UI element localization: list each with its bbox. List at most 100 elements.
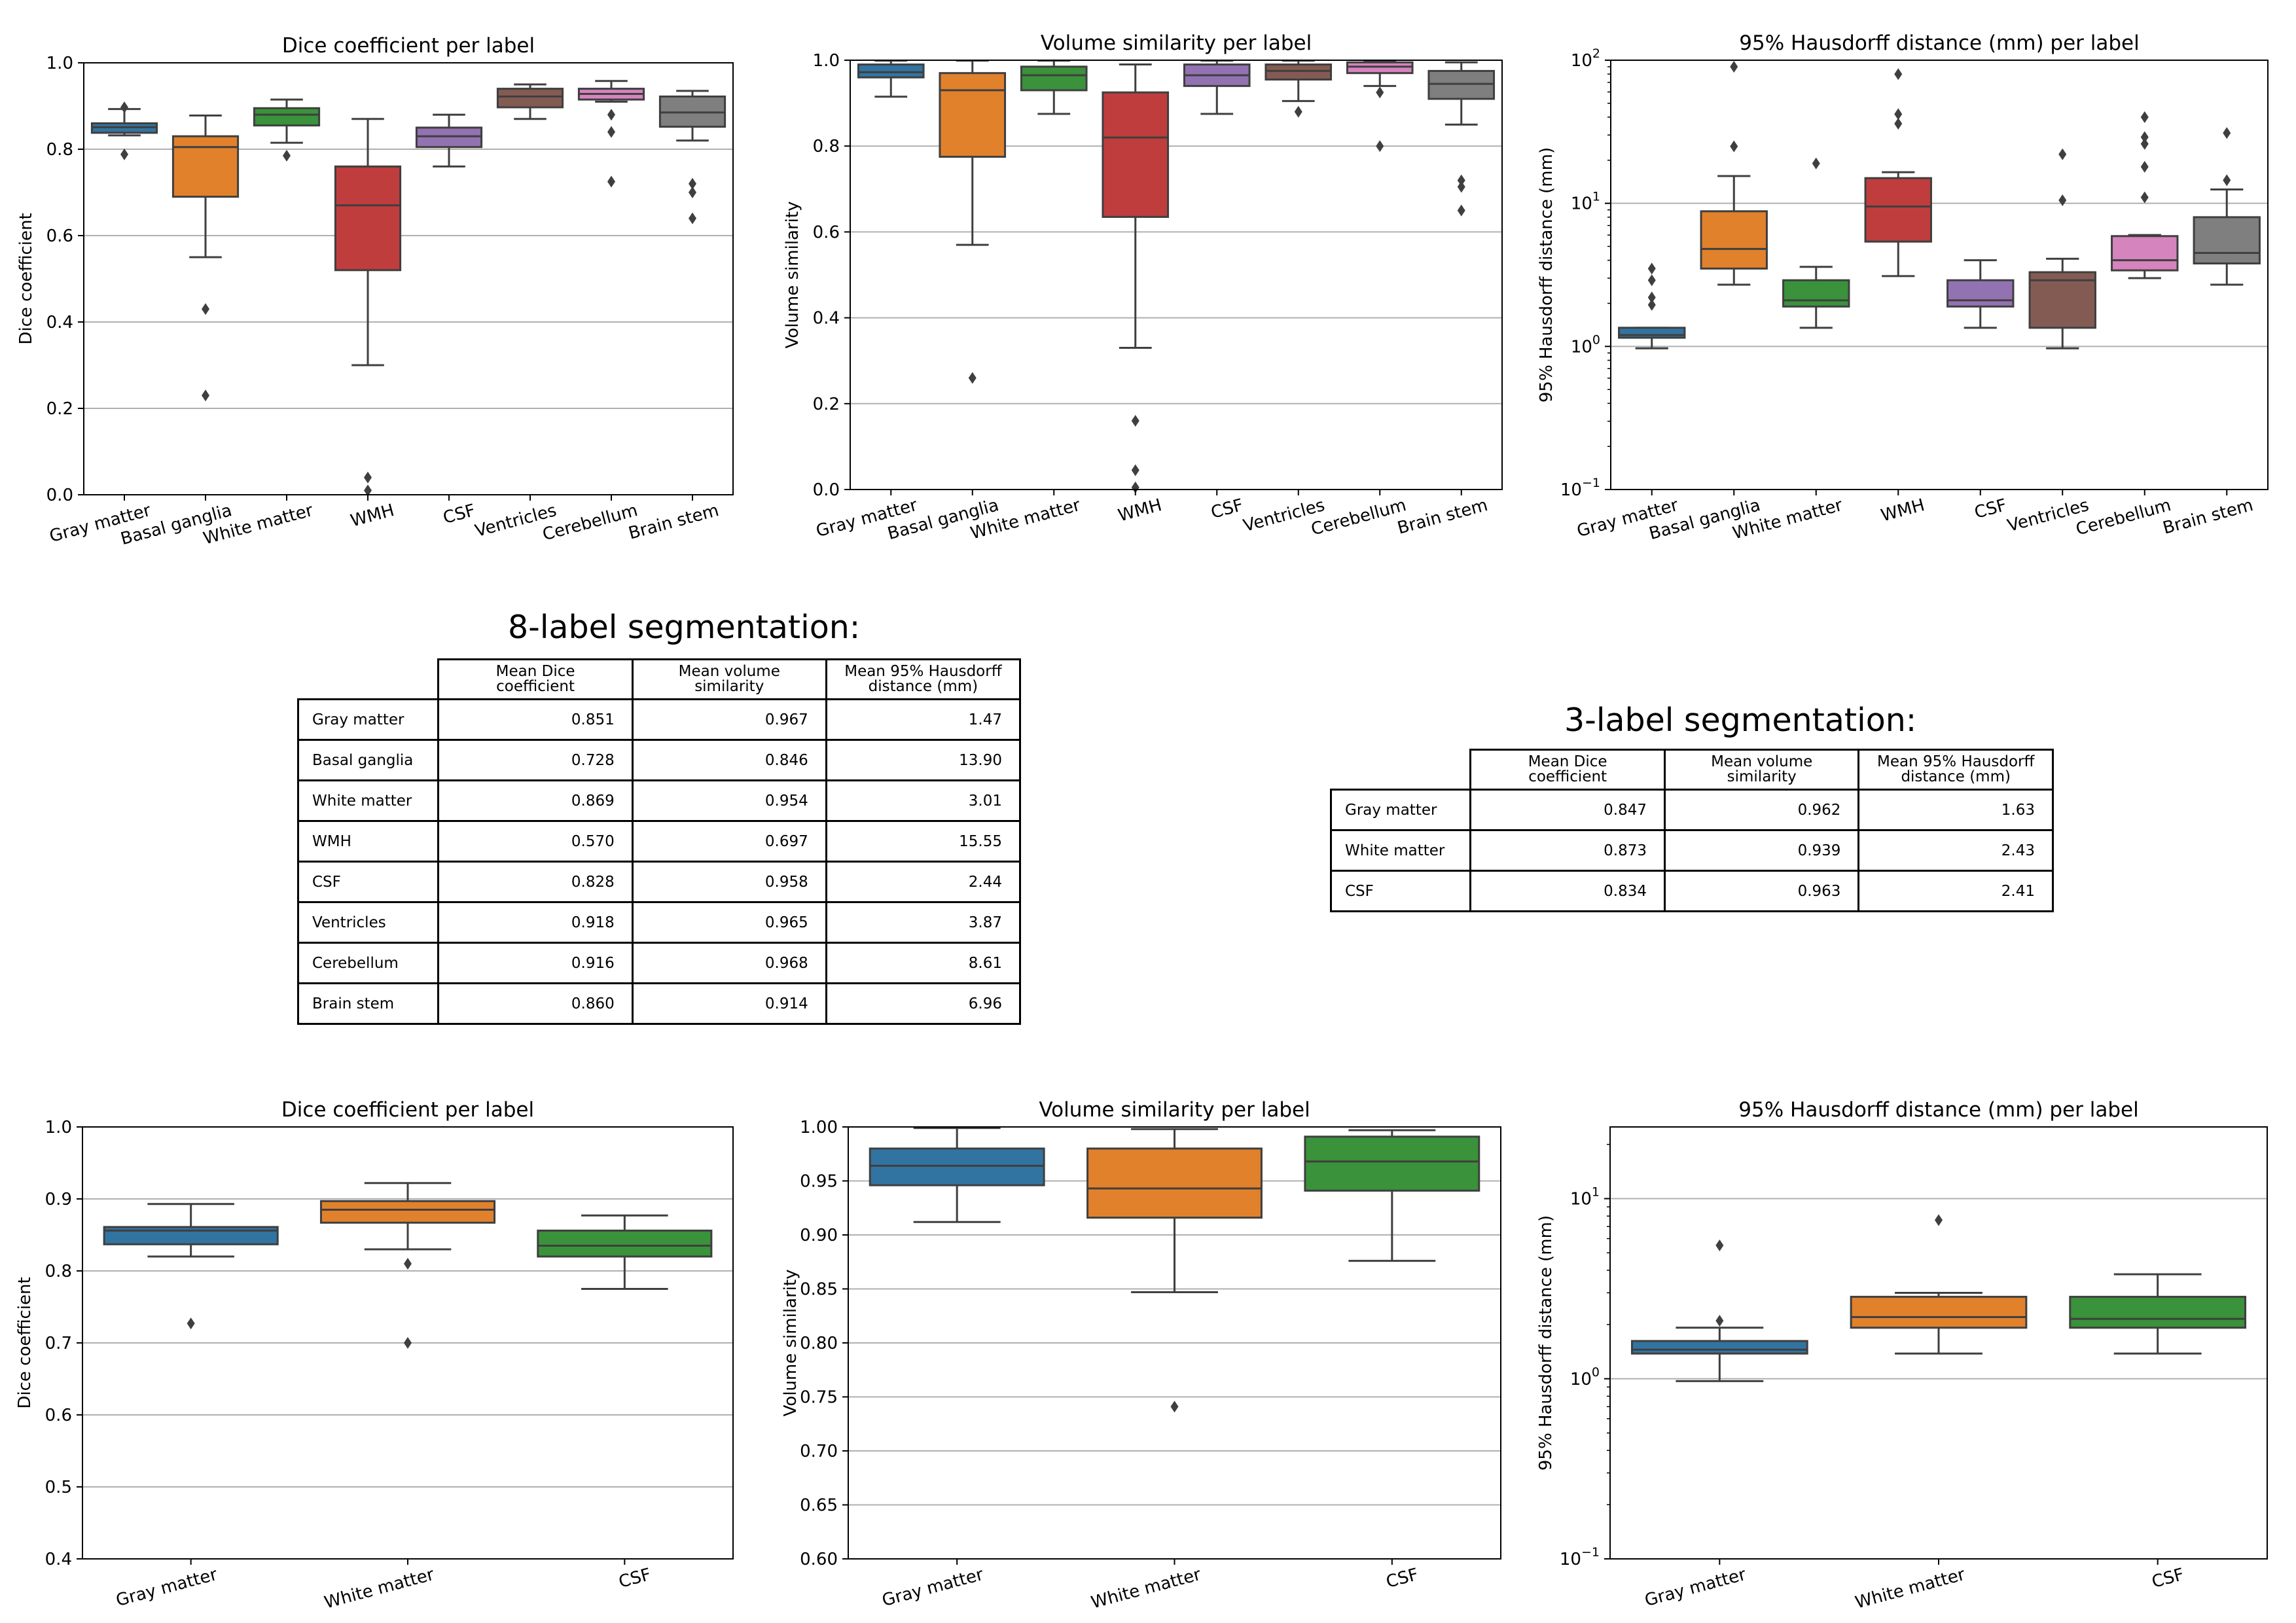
y-axis-label: Dice coefficient — [16, 213, 36, 344]
table-row: White matter 0.873 0.939 2.43 — [1329, 829, 2054, 872]
dice-cell: 0.873 — [1469, 829, 1666, 872]
iqr-box — [537, 1229, 713, 1258]
x-tick-label: CSF — [2150, 1565, 2187, 1592]
outlier-point — [689, 177, 696, 190]
y-axis-label: Volume similarity — [783, 202, 802, 349]
iqr-box — [857, 63, 925, 79]
y-tick-label: 10−1 — [1560, 1545, 1600, 1569]
box-cerebellum — [2111, 111, 2179, 279]
outlier-point — [1170, 1400, 1179, 1413]
outlier-point — [2223, 127, 2231, 139]
three-label-table-title: 3-label segmentation: — [1564, 702, 1917, 739]
outlier-point — [689, 212, 696, 224]
x-tick-label: Gray matter — [1643, 1565, 1748, 1611]
iqr-box — [1782, 279, 1850, 308]
outlier-point — [1894, 68, 1903, 80]
outlier-point — [202, 303, 209, 315]
row-label: White matter — [296, 779, 440, 822]
dice-per-label-3-chart: 0.4 0.5 0.6 0.7 0.8 0.9 1.0 Gray matter White ma… — [15, 1098, 734, 1613]
iqr-box — [869, 1147, 1045, 1186]
iqr-box — [496, 88, 564, 109]
axes-frame — [82, 1126, 734, 1560]
table-header-row: Mean Dice coefficient Mean volume similari… — [1331, 749, 2054, 791]
volume-similarity-cell: 0.846 — [631, 739, 827, 781]
x-tick-label: CSF — [617, 1565, 653, 1592]
volume-similarity-cell: 0.968 — [631, 942, 827, 984]
header-mean-volume-similarity: Mean volume similarity — [631, 658, 827, 700]
y-grid — [82, 1198, 733, 1488]
y-tick-label: 1.00 — [800, 1118, 838, 1137]
x-tick-label: Brain stem — [1395, 495, 1490, 539]
iqr-box — [2069, 1296, 2247, 1329]
axes-frame — [83, 62, 734, 495]
box-white-matter — [1020, 60, 1088, 115]
hausdorff-cell: 15.55 — [825, 820, 1022, 863]
table-row: Gray matter 0.847 0.962 1.63 — [1329, 789, 2054, 831]
outlier-point — [187, 1317, 195, 1330]
hausdorff-cell: 3.87 — [825, 901, 1022, 944]
chart-title: Dice coefficient per label — [281, 1098, 534, 1122]
outlier-point — [1935, 1214, 1943, 1226]
x-tick-label: WMH — [1116, 495, 1164, 526]
box-white-matter — [1850, 1214, 2028, 1355]
iqr-box — [1618, 327, 1686, 339]
outlier-point — [1647, 274, 1656, 287]
iqr-box — [2193, 216, 2261, 265]
y-tick-label: 0.70 — [800, 1442, 838, 1461]
chart-title: Volume similarity per label — [1041, 31, 1312, 55]
x-tick-label: WMH — [348, 501, 396, 531]
dice-cell: 0.847 — [1469, 789, 1666, 831]
three-label-metrics-table: Mean Dice coefficient Mean volume similari… — [1329, 749, 2054, 912]
y-tick-label: 1.0 — [813, 51, 840, 71]
iqr-box — [1265, 63, 1333, 81]
x-tick-label: Gray matter — [880, 1565, 986, 1611]
header-mean-dice: Mean Dice coefficient — [1469, 749, 1666, 791]
x-tick-label: White matter — [1853, 1565, 1967, 1613]
box-csf — [1946, 259, 2015, 329]
hausdorff-cell: 1.63 — [1857, 789, 2054, 831]
y-tick-label: 0.8 — [45, 1262, 72, 1281]
y-tick-label: 0.0 — [46, 486, 73, 505]
outlier-point — [1131, 464, 1139, 476]
outlier-point — [607, 175, 615, 188]
iqr-box — [253, 107, 321, 127]
iqr-box — [1304, 1135, 1480, 1192]
outlier-point — [1376, 86, 1384, 99]
axes-frame — [850, 60, 1503, 490]
volume-similarity-cell: 0.954 — [631, 779, 827, 822]
hausdorff-cell: 2.44 — [825, 861, 1022, 903]
row-label: Ventricles — [296, 901, 440, 944]
table-header-row: Mean Dice coefficient Mean volume similari… — [298, 658, 1022, 700]
outlier-point — [1131, 481, 1139, 493]
hausdorff-cell: 8.61 — [825, 942, 1022, 984]
box-cerebellum — [577, 80, 645, 188]
y-tick-label: 102 — [1571, 46, 1600, 71]
y-tick-label: 0.90 — [800, 1226, 838, 1245]
eight-label-table-body: Gray matter 0.851 0.967 1.47 Basal ganglia 0.… — [296, 698, 1022, 1025]
x-tick-label: White matter — [1089, 1565, 1203, 1613]
dice-cell: 0.851 — [437, 698, 634, 741]
x-tick-label: WMH — [1879, 495, 1927, 526]
x-tick-label: CSF — [1973, 495, 2009, 523]
row-label: Gray matter — [1329, 789, 1472, 831]
iqr-box — [103, 1226, 279, 1245]
box-basal-ganglia — [171, 115, 240, 402]
table-row: CSF 0.828 0.958 2.44 — [296, 861, 1022, 903]
box-brain-stem — [1427, 61, 1496, 217]
volume-similarity-cell: 0.967 — [631, 698, 827, 741]
outlier-point — [968, 372, 977, 384]
iqr-box — [1700, 210, 1768, 270]
outlier-point — [2140, 131, 2149, 143]
x-tick-label: CSF — [441, 501, 478, 528]
outlier-point — [1647, 262, 1656, 275]
dice-cell: 0.918 — [437, 901, 634, 944]
volume-similarity-cell: 0.939 — [1663, 829, 1860, 872]
y-tick-label: 0.7 — [45, 1334, 72, 1353]
outlier-point — [120, 148, 128, 160]
outlier-point — [202, 389, 209, 402]
outlier-point — [1376, 140, 1384, 152]
volume-similarity-cell: 0.697 — [631, 820, 827, 863]
x-tick-label: White matter — [322, 1565, 436, 1613]
